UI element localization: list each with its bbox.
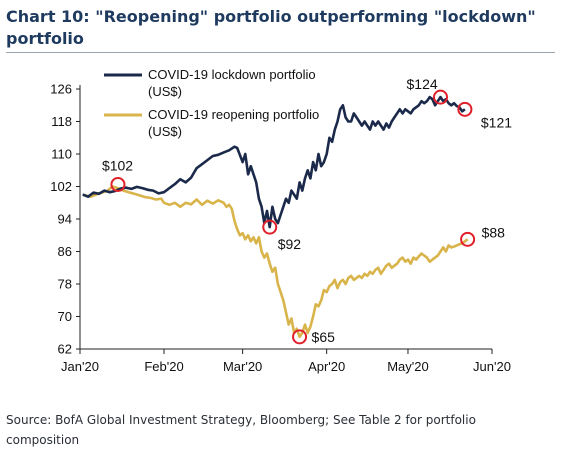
chart-series — [82, 95, 469, 339]
y-tick-label: 126 — [50, 82, 72, 97]
x-tick-label: Apr'20 — [308, 359, 345, 374]
x-tick-label: May'20 — [387, 359, 429, 374]
chart-annotations: $102 $92 $65 $124 $121 $88 — [102, 76, 512, 345]
series-line-lockdown — [82, 95, 466, 229]
y-tick-label: 118 — [51, 114, 72, 129]
annotation-marker — [110, 176, 126, 192]
y-tick-label: 70 — [58, 309, 72, 324]
x-tick-label: Mar'20 — [223, 359, 262, 374]
x-tick-label: Jan'20 — [61, 359, 99, 374]
x-tick-label: Feb'20 — [144, 359, 183, 374]
y-tick-label: 94 — [58, 212, 72, 227]
y-tick-label: 102 — [50, 179, 72, 194]
y-tick-label: 86 — [58, 244, 72, 259]
annotation-label: $65 — [312, 329, 336, 345]
annotation-marker — [433, 89, 448, 105]
y-tick-label: 110 — [51, 147, 72, 162]
annotation-label: $92 — [278, 236, 302, 252]
annotation-marker — [460, 231, 476, 247]
title-divider — [6, 52, 555, 53]
x-tick-label: Jun'20 — [473, 359, 511, 374]
annotation-label: $124 — [407, 76, 438, 92]
source-note: Source: BofA Global Investment Strategy,… — [6, 413, 476, 447]
annotation-marker — [457, 101, 473, 117]
annotation-label: $88 — [482, 224, 506, 240]
y-tick-label: 78 — [58, 277, 72, 292]
annotation-label: $121 — [481, 114, 512, 130]
annotation-marker — [262, 219, 278, 235]
legend-label-line: (US$) — [148, 84, 182, 99]
chart-title: Chart 10: "Reopening" portfolio outperfo… — [6, 7, 536, 48]
series-line-reopening — [82, 185, 469, 339]
chart-legend: COVID-19 lockdown portfolio (US$) COVID-19… — [104, 67, 319, 139]
legend-label-line: COVID-19 reopening portfolio — [148, 107, 319, 122]
annotation-label: $102 — [102, 157, 133, 173]
legend-label-line: (US$) — [148, 124, 182, 139]
line-chart: 62 70 78 86 94 102 110 118 126 Jan'20 Feb'20 Mar'20… — [50, 67, 512, 375]
legend-label-line: COVID-19 lockdown portfolio — [148, 67, 316, 82]
y-tick-label: 62 — [58, 342, 72, 357]
annotation-marker — [292, 329, 308, 345]
chart-axes: 62 70 78 86 94 102 110 118 126 Jan'20 Feb'20 Mar'20… — [50, 82, 511, 375]
